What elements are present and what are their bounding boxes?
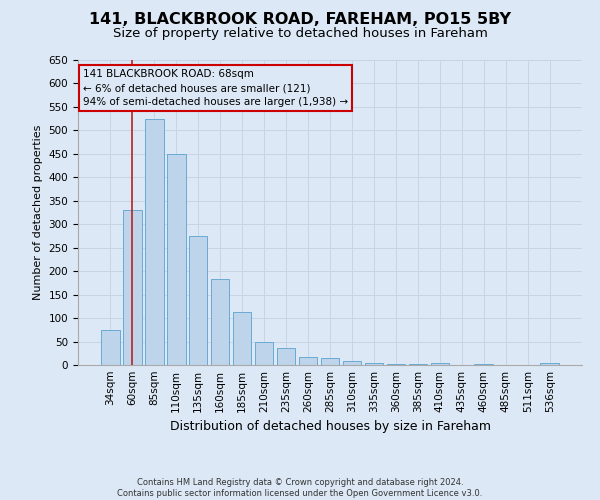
Y-axis label: Number of detached properties: Number of detached properties (33, 125, 43, 300)
Bar (101, 330, 119, 365)
Bar (167, 154, 185, 365)
Bar (189, 236, 208, 365)
Text: 141, BLACKBROOK ROAD, FAREHAM, PO15 5BY: 141, BLACKBROOK ROAD, FAREHAM, PO15 5BY (89, 12, 511, 28)
Text: 141 BLACKBROOK ROAD: 68sqm
← 6% of detached houses are smaller (121)
94% of semi: 141 BLACKBROOK ROAD: 68sqm ← 6% of detac… (83, 69, 348, 107)
Bar (343, 361, 361, 365)
Bar (233, 312, 251, 365)
Bar (475, 364, 493, 365)
Bar (211, 279, 229, 365)
Text: Contains HM Land Registry data © Crown copyright and database right 2024.
Contai: Contains HM Land Registry data © Crown c… (118, 478, 482, 498)
Bar (299, 356, 317, 365)
Bar (255, 342, 274, 365)
Bar (145, 118, 164, 365)
Bar (541, 363, 559, 365)
Text: Size of property relative to detached houses in Fareham: Size of property relative to detached ho… (113, 28, 487, 40)
Bar (123, 210, 142, 365)
Bar (386, 364, 405, 365)
Bar (409, 364, 427, 365)
Bar (277, 348, 295, 365)
Bar (431, 362, 449, 365)
X-axis label: Distribution of detached houses by size in Fareham: Distribution of detached houses by size … (170, 420, 491, 434)
Bar (365, 362, 383, 365)
Bar (320, 358, 340, 365)
